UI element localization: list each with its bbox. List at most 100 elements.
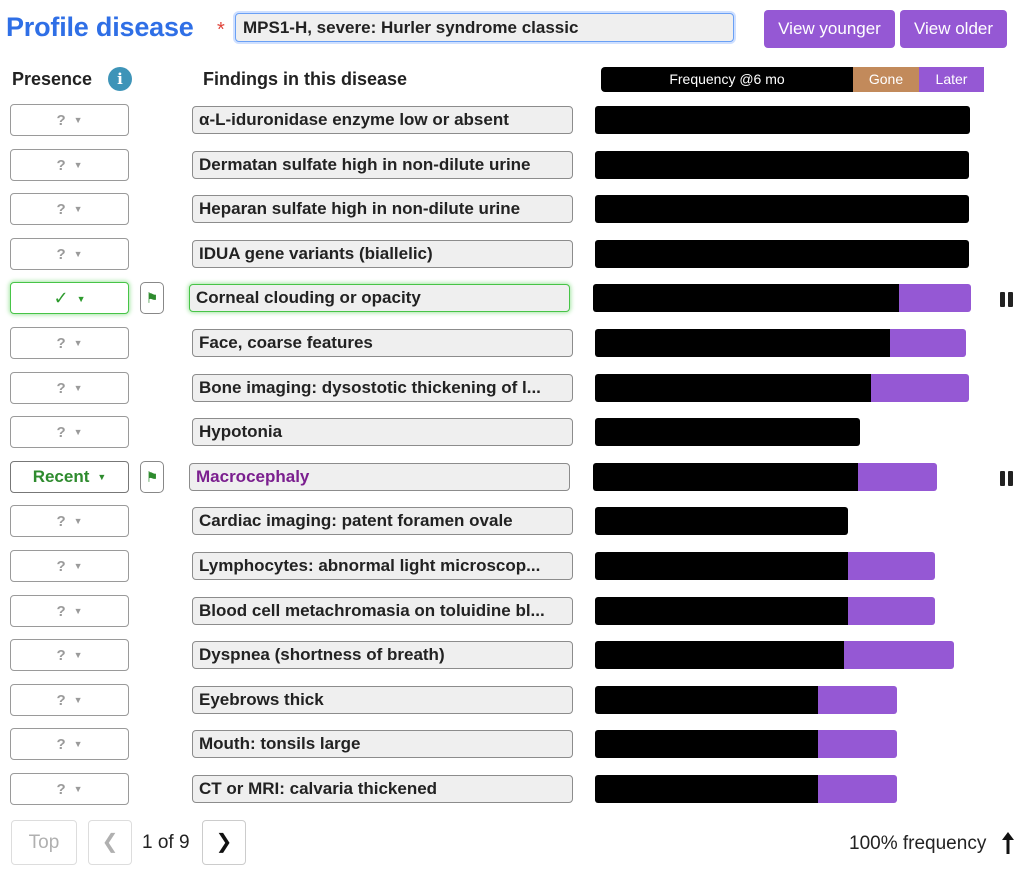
presence-dropdown[interactable]: ? ▼ [10,639,129,672]
presence-dropdown[interactable]: ? ▼ [10,371,129,404]
finding-label[interactable]: Blood cell metachromasia on toluidine bl… [192,596,573,625]
finding-row: ? ▼ IDUA gene variants (biallelic) [0,237,1024,282]
finding-label[interactable]: CT or MRI: calvaria thickened [192,775,573,803]
caret-down-icon: ▼ [73,382,83,393]
finding-label[interactable]: Dermatan sulfate high in non-dilute urin… [192,150,573,179]
frequency-bar [595,552,935,580]
later-segment [899,284,971,313]
presence-dropdown[interactable]: ? ▼ [10,683,129,716]
presence-value: ? [56,156,66,174]
caret-down-icon: ▼ [73,561,83,571]
finding-label[interactable]: Macrocephaly [189,462,570,491]
next-page-button[interactable]: ❯ [202,820,246,865]
presence-dropdown[interactable]: ? ▼ [10,416,129,449]
presence-dropdown[interactable]: ? ▼ [10,594,129,627]
later-segment [844,641,954,670]
caret-down-icon: ▼ [73,516,83,527]
frequency-segment [595,552,848,580]
later-segment [818,685,897,714]
presence-dropdown[interactable]: ? ▼ [10,550,129,582]
pause-icon[interactable] [1000,292,1016,308]
flag-icon[interactable]: ⚑ [140,460,164,493]
finding-label[interactable]: α-L-iduronidase enzyme low or absent [192,106,573,134]
finding-label[interactable]: IDUA gene variants (biallelic) [192,239,573,268]
disease-select-input[interactable]: MPS1-H, severe: Hurler syndrome classic [235,13,734,42]
finding-label[interactable]: Hypotonia [192,418,573,447]
finding-row: ? ▼ Heparan sulfate high in non-dilute uri… [0,193,1024,237]
caret-down-icon: ▼ [97,471,107,482]
page-title: Profile disease [6,12,194,42]
presence-dropdown[interactable]: ? ▼ [10,104,129,136]
previous-page-button[interactable]: ❮ [88,820,132,865]
finding-row: ? ▼ Hypotonia [0,416,1024,460]
frequency-segment [595,418,860,447]
presence-dropdown[interactable]: ? ▼ [10,193,129,226]
finding-label[interactable]: Corneal clouding or opacity [189,284,570,313]
frequency-bar [595,150,969,179]
presence-value: ? [56,691,66,709]
later-segment [848,596,935,625]
presence-value: ? [56,602,66,620]
frequency-segment [595,195,969,224]
frequency-segment [593,462,858,491]
finding-label[interactable]: Dyspnea (shortness of breath) [192,641,573,670]
frequency-bar [595,418,860,447]
presence-value: Recent [32,466,90,486]
top-button[interactable]: Top [11,820,77,865]
frequency-bar [595,106,970,134]
frequency-segment [595,329,890,357]
frequency-segment [595,150,969,179]
finding-label[interactable]: Eyebrows thick [192,685,573,714]
frequency-bar [595,239,969,268]
info-icon[interactable]: i [108,67,132,91]
finding-label[interactable]: Face, coarse features [192,329,573,357]
view-older-button[interactable]: View older [900,10,1007,48]
later-segment [818,730,897,759]
presence-dropdown[interactable]: ? ▼ [10,327,129,359]
later-segment [871,373,969,402]
caret-down-icon: ▼ [73,784,83,794]
caret-down-icon: ▼ [73,694,83,705]
presence-value: ? [56,379,66,397]
presence-dropdown[interactable]: ? ▼ [10,773,129,805]
frequency-scale-label: 100% frequency [849,833,987,854]
frequency-bar [595,507,848,536]
finding-row: ? ▼ Blood cell metachromasia on toluidine … [0,594,1024,639]
frequency-bar [595,373,969,402]
presence-dropdown[interactable]: ? ▼ [10,148,129,181]
flag-icon[interactable]: ⚑ [140,282,164,315]
presence-dropdown[interactable]: ? ▼ [10,505,129,538]
finding-label[interactable]: Cardiac imaging: patent foramen ovale [192,507,573,536]
finding-row: ? ▼ α-L-iduronidase enzyme low or absent [0,104,1024,148]
frequency-bar [595,596,935,625]
presence-dropdown[interactable]: ✓ ▼ [10,282,129,315]
legend-frequency: Frequency @6 mo [601,67,853,92]
finding-label[interactable]: Lymphocytes: abnormal light microscop... [192,552,573,580]
finding-row: ? ▼ Mouth: tonsils large [0,728,1024,772]
finding-label[interactable]: Bone imaging: dysostotic thickening of l… [192,373,573,402]
finding-row: ✓ ▼ ⚑ Corneal clouding or opacity [0,282,1024,326]
caret-down-icon: ▼ [73,204,83,215]
caret-down-icon: ▼ [73,115,83,125]
finding-row: ? ▼ Face, coarse features [0,327,1024,371]
finding-label[interactable]: Heparan sulfate high in non-dilute urine [192,195,573,224]
frequency-segment [595,730,818,759]
presence-dropdown[interactable]: ? ▼ [10,728,129,761]
presence-dropdown[interactable]: ? ▼ [10,237,129,270]
frequency-legend: Frequency @6 mo Gone Later [601,67,984,92]
caret-down-icon: ▼ [73,650,83,661]
presence-dropdown[interactable]: Recent ▼ [10,460,129,493]
pause-icon[interactable] [1000,470,1016,486]
later-segment [890,329,966,357]
finding-label[interactable]: Mouth: tonsils large [192,730,573,759]
caret-down-icon: ▼ [73,338,83,348]
arrow-up-icon [1002,832,1014,854]
view-younger-button[interactable]: View younger [764,10,895,48]
finding-row: ? ▼ Bone imaging: dysostotic thickening of… [0,371,1024,416]
presence-value: ? [56,112,66,129]
frequency-bar [593,284,971,313]
frequency-segment [593,284,899,313]
legend-gone: Gone [853,67,919,92]
later-segment [858,462,937,491]
frequency-bar [593,462,937,491]
